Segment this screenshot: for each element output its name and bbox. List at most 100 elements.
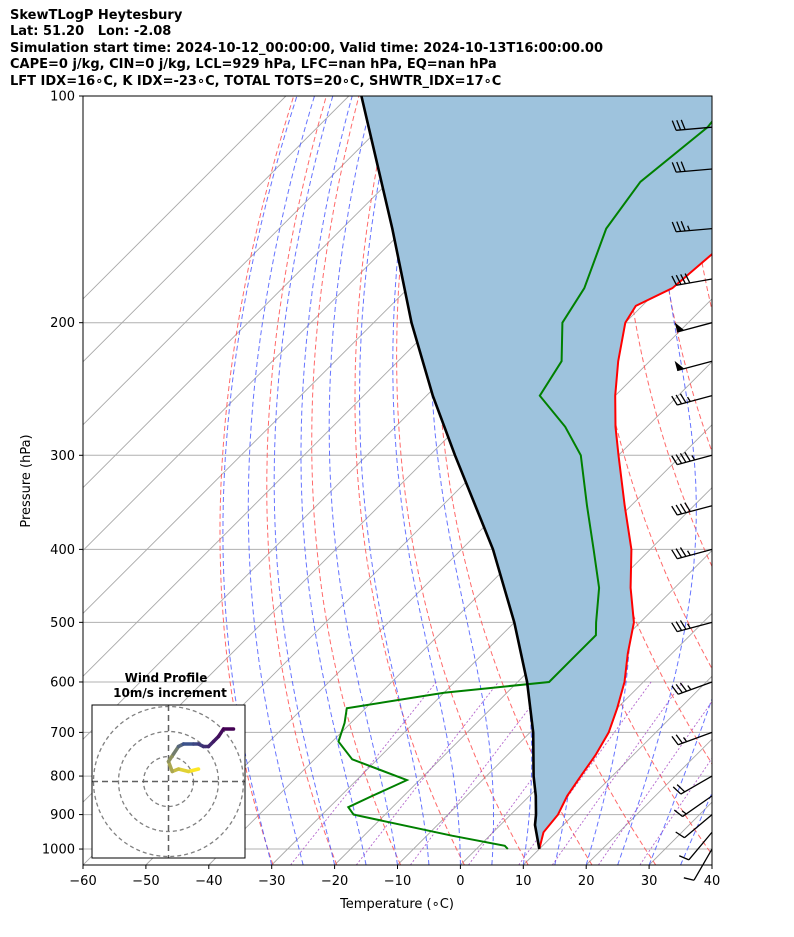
hodograph-frame bbox=[91, 704, 246, 859]
moist-adiabat bbox=[300, 96, 367, 865]
x-axis: −60 −50 −40 −30 −20 −10 0 10 20 30 40 bbox=[69, 865, 720, 889]
x-tick-label: −50 bbox=[132, 874, 159, 889]
hodograph-ring bbox=[117, 730, 220, 833]
title-times: Simulation start time: 2024-10-12_00:00:… bbox=[10, 40, 603, 56]
x-axis-label: Temperature (∘C) bbox=[339, 897, 454, 912]
parcel-area-shading bbox=[361, 96, 712, 849]
barb-half-flag bbox=[687, 685, 692, 691]
y-axis: 100 200 300 400 500 600 700 800 900 1000 bbox=[42, 90, 83, 858]
mixing-ratio-line bbox=[290, 681, 437, 865]
barb-flag bbox=[675, 621, 683, 631]
hodograph-area bbox=[92, 705, 245, 858]
x-tick-label: 30 bbox=[641, 874, 658, 889]
hodograph-inset: Wind Profile 10m/s increment bbox=[91, 671, 246, 859]
moist-adiabat bbox=[680, 791, 712, 865]
wind-barb bbox=[672, 775, 713, 795]
barb-flag bbox=[671, 162, 677, 173]
dry-adiabat bbox=[396, 96, 529, 865]
dry-adiabat bbox=[618, 96, 712, 568]
y-axis-label: Pressure (hPa) bbox=[19, 434, 34, 527]
barb-flag bbox=[676, 784, 686, 793]
barb-flag bbox=[671, 622, 678, 633]
x-tick-label: −30 bbox=[258, 874, 285, 889]
barb-staff bbox=[677, 505, 713, 516]
barb-staff bbox=[676, 227, 713, 233]
barb-half-flag bbox=[686, 396, 691, 402]
moist-adiabat bbox=[247, 96, 315, 865]
barb-flag bbox=[676, 119, 682, 131]
barb-half-flag bbox=[691, 455, 696, 461]
isotherm-line bbox=[775, 96, 794, 865]
y-tick-label: 700 bbox=[50, 726, 75, 741]
wind-barb bbox=[671, 451, 713, 466]
barb-staff bbox=[677, 621, 713, 633]
barb-pennant bbox=[674, 360, 685, 371]
wind-barb bbox=[671, 273, 713, 286]
isotherm-line bbox=[271, 424, 712, 865]
title-indices-2: LFT IDX=16∘C, K IDX=-23∘C, TOTAL TOTS=20… bbox=[10, 73, 502, 89]
x-tick-label: 0 bbox=[456, 874, 464, 889]
moist-adiabat bbox=[222, 96, 298, 865]
barb-staff bbox=[677, 322, 713, 333]
barb-staff bbox=[676, 126, 713, 131]
barb-flag bbox=[675, 454, 683, 464]
wind-barb bbox=[673, 795, 713, 818]
moist-adiabat bbox=[359, 96, 430, 865]
barb-flag bbox=[675, 548, 683, 558]
mixing-ratio-line bbox=[551, 681, 683, 865]
barb-flag bbox=[680, 161, 686, 172]
barb-flag bbox=[671, 275, 678, 286]
wind-barb bbox=[671, 547, 713, 560]
barb-flag bbox=[671, 549, 678, 560]
x-tick-label: −10 bbox=[384, 874, 411, 889]
barb-staff bbox=[677, 681, 713, 695]
wind-barb bbox=[671, 502, 713, 516]
isotherm-line bbox=[334, 486, 712, 865]
plot-area bbox=[83, 96, 794, 865]
isotherm-line bbox=[397, 549, 712, 865]
wind-barb bbox=[675, 814, 713, 839]
barb-flag bbox=[675, 831, 685, 839]
barb-half-flag bbox=[686, 550, 691, 556]
dry-adiabat bbox=[266, 96, 338, 865]
mixing-ratio-line bbox=[518, 681, 652, 865]
dry-adiabat bbox=[783, 96, 794, 865]
moist-adiabat bbox=[429, 96, 494, 865]
x-tick-label: 40 bbox=[704, 874, 721, 889]
barb-flag bbox=[675, 734, 683, 744]
barb-staff bbox=[684, 814, 713, 839]
barb-flag bbox=[671, 685, 679, 695]
dry-adiabat bbox=[549, 96, 712, 765]
barb-flag bbox=[680, 274, 686, 284]
barb-flag bbox=[679, 393, 687, 403]
barb-flag bbox=[684, 451, 691, 462]
wind-barbs bbox=[671, 119, 713, 881]
barb-half-flag bbox=[687, 225, 691, 231]
title-indices-1: CAPE=0 j/kg, CIN=0 j/kg, LCL=929 hPa, LF… bbox=[10, 57, 497, 73]
mixing-ratio-line bbox=[410, 681, 550, 865]
temperature-profile bbox=[538, 252, 712, 850]
barb-flag bbox=[675, 274, 682, 285]
barb-flag bbox=[675, 394, 683, 405]
dry-adiabat bbox=[750, 96, 794, 865]
barb-flag bbox=[671, 395, 678, 406]
barb-flag bbox=[673, 809, 683, 818]
barb-flag bbox=[679, 855, 690, 861]
wind-barb bbox=[671, 620, 713, 633]
barb-flag bbox=[679, 682, 688, 692]
barb-flag bbox=[680, 221, 686, 232]
barb-staff bbox=[676, 168, 713, 173]
barb-flag bbox=[683, 877, 695, 881]
x-tick-label: −20 bbox=[321, 874, 348, 889]
barb-staff bbox=[677, 360, 713, 372]
title-location: Lat: 51.20 Lon: -2.08 bbox=[10, 24, 172, 40]
barb-half-flag bbox=[686, 623, 691, 629]
barb-flag bbox=[671, 735, 679, 746]
wind-barb bbox=[671, 681, 713, 695]
barb-flag bbox=[679, 453, 687, 463]
barb-flag bbox=[676, 221, 682, 232]
hodograph-subtitle: 10m/s increment bbox=[113, 686, 227, 700]
barb-staff bbox=[688, 831, 713, 861]
isotherm-line bbox=[83, 96, 413, 426]
dewpoint-profile bbox=[337, 120, 712, 850]
